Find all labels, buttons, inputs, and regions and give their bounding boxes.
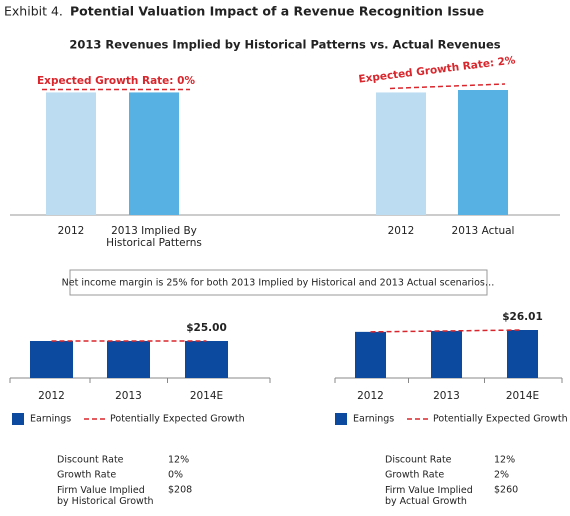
table-label: Firm Value Implied by Actual Growth <box>385 485 473 507</box>
x-tick-label: 2013 <box>433 390 460 402</box>
value-label: $26.01 <box>502 311 543 323</box>
bar <box>458 90 508 215</box>
legend-swatch <box>335 413 347 425</box>
note: Net income margin is 25% for both 2013 I… <box>62 278 495 289</box>
value-label: $25.00 <box>186 322 227 334</box>
chart-title: 2013 Revenues Implied by Historical Patt… <box>69 38 500 52</box>
x-tick-label: 2013 <box>115 390 142 402</box>
legend-swatch <box>12 413 24 425</box>
bar <box>507 330 538 378</box>
growth-line <box>370 329 523 333</box>
exhibit-label: Exhibit 4. <box>4 4 63 19</box>
bar <box>46 92 96 215</box>
table-label: Discount Rate <box>57 455 124 466</box>
bar <box>431 330 462 378</box>
bar <box>30 341 73 378</box>
table-label: Firm Value Implied by Historical Growth <box>57 485 154 507</box>
growth-line <box>389 83 506 90</box>
table-value: 0% <box>168 470 183 481</box>
x-tick-label: 2012 <box>357 390 384 402</box>
x-tick-label: 2013 Actual <box>452 225 515 237</box>
legend-label: Earnings <box>353 414 394 425</box>
bar <box>376 92 426 215</box>
table-value: 12% <box>494 455 515 466</box>
note-box <box>69 269 488 296</box>
x-tick-label: 2012 <box>58 225 85 237</box>
bar <box>107 341 150 378</box>
annotation: Expected Growth Rate: 0% <box>37 75 195 87</box>
legend-label: Potentially Expected Growth <box>433 414 568 425</box>
bar <box>129 92 179 215</box>
table-label: Growth Rate <box>385 470 444 481</box>
x-tick-label: 2014E <box>506 390 539 402</box>
x-tick-label: 2012 <box>38 390 65 402</box>
bar <box>355 331 386 378</box>
annotation: Expected Growth Rate: 2% <box>358 54 517 85</box>
legend-label: Earnings <box>30 414 71 425</box>
table-value: $208 <box>168 485 192 496</box>
legend-label: Potentially Expected Growth <box>110 414 245 425</box>
exhibit-title: Potential Valuation Impact of a Revenue … <box>70 4 484 19</box>
table-value: $260 <box>494 485 518 496</box>
table-value: 2% <box>494 470 509 481</box>
x-tick-label: 2014E <box>190 390 223 402</box>
table-label: Discount Rate <box>385 455 452 466</box>
bar <box>185 341 228 378</box>
x-tick-label: 2012 <box>388 225 415 237</box>
table-label: Growth Rate <box>57 470 116 481</box>
table-value: 12% <box>168 455 189 466</box>
x-tick-label: 2013 Implied By Historical Patterns <box>106 225 202 249</box>
